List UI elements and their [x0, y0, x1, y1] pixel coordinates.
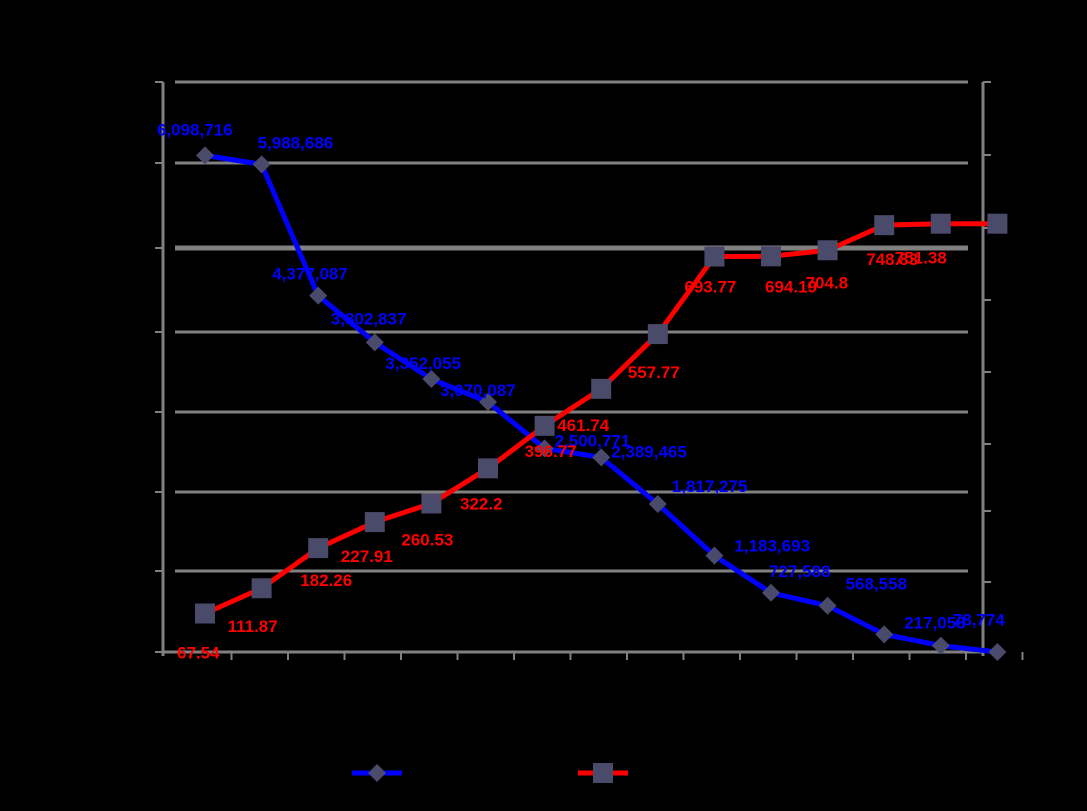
data-label-blue: 1,817,275 [672, 477, 748, 496]
point-blue [196, 146, 214, 165]
data-label-red: 67.54 [177, 644, 220, 663]
data-label-blue: 3,070,087 [440, 381, 516, 400]
point-blue [252, 155, 271, 174]
point-red [251, 578, 272, 599]
legend [352, 763, 628, 783]
data-label-blue: 78,774 [953, 611, 1006, 630]
point-blue [422, 370, 441, 389]
data-label-blue: 6,098,716 [157, 120, 233, 139]
data-label-blue: 1,183,693 [734, 537, 810, 556]
point-blue [365, 333, 384, 352]
point-blue [931, 636, 950, 655]
data-label-red: 704.8 [806, 273, 849, 292]
point-blue [875, 625, 894, 644]
data-label-blue: 3,802,837 [331, 309, 407, 328]
point-red [930, 213, 951, 234]
point-red [534, 415, 555, 436]
point-blue [479, 393, 497, 412]
point-red [987, 213, 1008, 234]
legend-marker-blue [368, 764, 386, 782]
data-label-red: 227.91 [341, 547, 393, 566]
data-label-blue: 2,500,771 [555, 431, 631, 450]
point-blue [988, 643, 1007, 661]
point-red [195, 603, 215, 624]
data-label-red: 557.77 [628, 363, 680, 382]
point-blue [535, 439, 554, 458]
data-label-blue: 568,558 [846, 575, 907, 594]
data-label-red: 322.2 [460, 494, 503, 513]
data-label-red: 182.26 [300, 571, 352, 590]
data-label-red: 461.74 [557, 416, 610, 435]
data-label-red: 694.19 [765, 277, 817, 296]
point-red [761, 246, 781, 267]
point-blue [818, 596, 837, 615]
data-label-blue: 217,058 [904, 613, 965, 632]
series-layer [195, 146, 1008, 661]
point-red [478, 458, 498, 479]
data-label-red: 751.38 [895, 249, 947, 268]
point-red [364, 512, 385, 533]
gridlines [175, 80, 968, 573]
point-red [817, 240, 838, 261]
point-red [704, 246, 725, 267]
point-red [308, 538, 329, 559]
data-label-red: 693.77 [684, 278, 736, 297]
point-red [421, 493, 442, 514]
data-label-blue: 4,377,087 [272, 265, 348, 284]
data-labels: 6,098,716 5,988,686 4,377,087 3,802,837 3,35… [157, 120, 1005, 662]
plot-frame [155, 81, 1024, 660]
point-blue [592, 448, 611, 467]
point-red [874, 215, 895, 236]
data-label-red: 260.53 [401, 530, 453, 549]
data-label-blue: 727,588 [769, 562, 830, 581]
point-red [591, 378, 612, 399]
data-label-red: 111.87 [228, 617, 278, 636]
data-label-blue: 3,352,055 [385, 354, 461, 373]
point-blue [705, 546, 724, 565]
point-blue [309, 286, 328, 305]
data-label-blue: 5,988,686 [258, 133, 334, 152]
point-blue [762, 583, 780, 602]
point-blue [648, 495, 667, 514]
data-label-blue: 2,389,465 [611, 442, 687, 461]
data-label-red: 748.83 [866, 250, 918, 269]
data-label-red: 396.77 [525, 442, 577, 461]
point-red [647, 324, 668, 345]
legend-marker-red [593, 763, 613, 783]
